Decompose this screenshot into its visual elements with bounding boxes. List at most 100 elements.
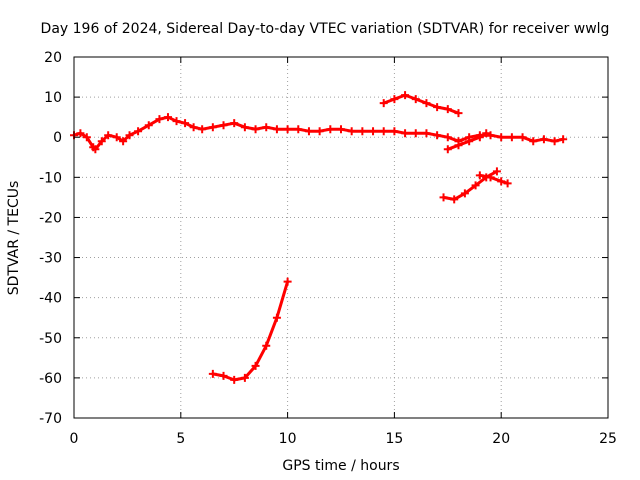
data-point	[230, 375, 239, 384]
data-point	[134, 127, 143, 136]
data-point	[208, 123, 217, 132]
data-point	[347, 127, 356, 136]
data-point	[379, 127, 388, 136]
data-point	[76, 129, 85, 138]
data-point	[401, 91, 410, 100]
data-point	[82, 133, 91, 142]
data-point	[471, 181, 480, 190]
data-point	[443, 133, 452, 142]
data-point	[422, 129, 431, 138]
data-point	[433, 103, 442, 112]
x-axis-label: GPS time / hours	[282, 458, 399, 474]
series-upper-arc	[379, 91, 463, 118]
data-point	[198, 125, 207, 134]
data-point	[326, 125, 335, 134]
y-tick-label: -50	[39, 331, 62, 347]
data-point	[163, 113, 172, 122]
data-point	[497, 177, 506, 186]
y-axis-label: SDTVAR / TECUs	[6, 181, 22, 296]
y-tick-label: 20	[44, 50, 62, 66]
data-point	[518, 133, 527, 142]
data-point	[358, 127, 367, 136]
data-point	[454, 109, 463, 118]
data-point	[208, 369, 217, 378]
data-point	[283, 125, 292, 134]
data-point	[559, 135, 568, 144]
data-point	[125, 131, 134, 140]
data-point	[482, 129, 491, 138]
series-side-arc	[443, 129, 491, 154]
x-tick-label: 20	[492, 431, 510, 447]
x-tick-label: 15	[385, 431, 403, 447]
data-point	[460, 189, 469, 198]
data-point	[272, 313, 281, 322]
data-point	[219, 121, 228, 130]
y-tick-label: 10	[44, 90, 62, 106]
data-point	[503, 179, 512, 188]
y-tick-label: -60	[39, 371, 62, 387]
data-point	[119, 137, 128, 146]
data-point	[112, 133, 121, 142]
plot-frame	[73, 56, 609, 419]
data-point	[272, 125, 281, 134]
data-point	[294, 125, 303, 134]
data-point	[475, 171, 484, 180]
data-point	[91, 145, 100, 154]
data-point	[144, 121, 153, 130]
x-tick-label: 10	[279, 431, 297, 447]
data-point	[262, 123, 271, 132]
y-tick-label: 0	[53, 130, 62, 146]
data-point	[189, 123, 198, 132]
data-point	[379, 99, 388, 108]
series-lower-arc-2	[475, 171, 512, 188]
y-tick-label: -40	[39, 291, 62, 307]
data-point	[411, 95, 420, 104]
y-tick-label: -70	[39, 411, 62, 427]
data-point	[104, 131, 113, 140]
series-group	[70, 91, 568, 384]
data-point	[390, 95, 399, 104]
data-point	[486, 131, 495, 140]
data-point	[240, 373, 249, 382]
chart-title: Day 196 of 2024, Sidereal Day-to-day VTE…	[41, 21, 610, 37]
data-point	[492, 167, 501, 176]
data-point	[539, 135, 548, 144]
x-tick-label: 5	[176, 431, 185, 447]
data-point	[251, 125, 260, 134]
y-tick-label: -30	[39, 251, 62, 267]
data-point	[422, 99, 431, 108]
data-point	[411, 129, 420, 138]
data-point	[283, 277, 292, 286]
x-tick-label: 0	[70, 431, 79, 447]
data-point	[369, 127, 378, 136]
grid	[74, 57, 608, 418]
data-point	[262, 341, 271, 350]
y-tick-label: -20	[39, 210, 62, 226]
data-point	[337, 125, 345, 134]
series-deep-dip	[208, 277, 292, 384]
data-point	[529, 137, 538, 146]
data-point	[439, 193, 448, 202]
data-point	[454, 141, 463, 150]
data-point	[507, 133, 516, 142]
data-point	[465, 137, 474, 146]
data-point	[443, 145, 452, 154]
series-line	[211, 280, 290, 382]
data-point	[219, 371, 228, 380]
data-point	[230, 119, 239, 128]
series-main-band	[70, 113, 568, 154]
data-point	[550, 137, 559, 146]
data-point	[443, 105, 452, 114]
data-point	[401, 129, 410, 138]
ticks: 0 5 10 15 20 25 -70 -60 -50 -40 -30 -20 -10 0 10 20	[39, 50, 617, 447]
data-point	[181, 119, 190, 128]
data-point	[433, 131, 442, 140]
data-point	[155, 115, 164, 124]
data-point	[390, 127, 399, 136]
data-point	[240, 123, 249, 132]
data-point	[486, 173, 495, 182]
x-tick-label: 25	[599, 431, 617, 447]
data-point	[172, 117, 181, 126]
y-tick-label: -10	[39, 170, 62, 186]
